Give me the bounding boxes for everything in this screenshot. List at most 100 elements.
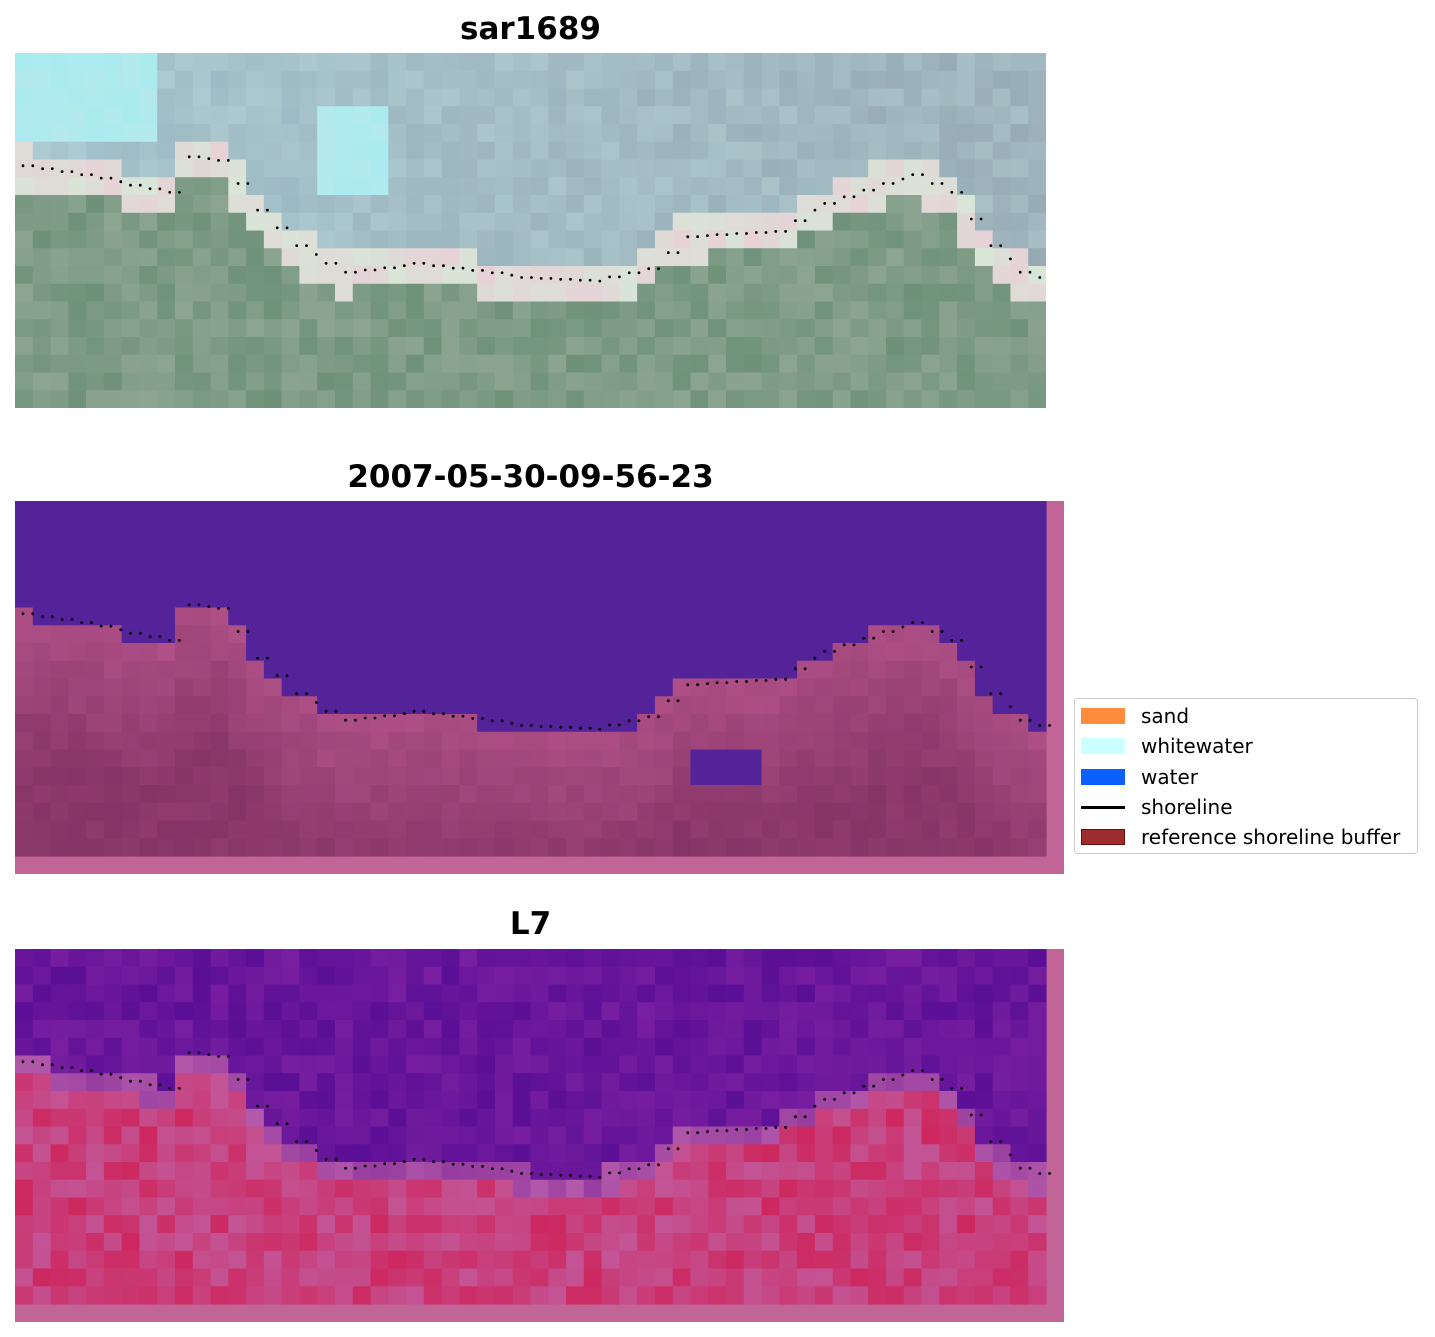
shoreline-point: [178, 638, 181, 642]
shoreline-point: [862, 188, 866, 192]
shoreline-point: [275, 226, 279, 230]
shoreline-point: [539, 277, 543, 280]
shoreline-point: [226, 1055, 230, 1058]
shoreline-point: [207, 605, 211, 608]
shoreline-point: [686, 1131, 690, 1135]
pixel-grid: [15, 501, 1047, 857]
shoreline-point: [324, 1157, 328, 1161]
shoreline-point: [794, 667, 797, 671]
shoreline-point: [442, 712, 445, 716]
shoreline-point: [354, 1166, 357, 1170]
shoreline-point: [217, 607, 220, 610]
shoreline-point: [187, 603, 191, 607]
shoreline-point: [735, 232, 739, 235]
shoreline-point: [90, 621, 93, 624]
shoreline-point: [930, 182, 934, 185]
shoreline-point: [676, 251, 680, 255]
shoreline-point: [803, 667, 807, 671]
shoreline-point: [295, 692, 299, 695]
shoreline-point: [305, 1140, 308, 1143]
shoreline-point: [451, 1162, 455, 1166]
shoreline-point: [393, 1162, 396, 1166]
shoreline-point: [706, 682, 709, 685]
shoreline-point: [725, 1129, 729, 1132]
shoreline-point: [168, 638, 172, 642]
shoreline-point: [539, 1173, 543, 1176]
shoreline-point: [921, 173, 924, 176]
shoreline-point: [794, 1115, 797, 1119]
shoreline-point: [911, 621, 915, 624]
shoreline-point: [852, 643, 856, 647]
shoreline-point: [686, 235, 690, 239]
shoreline-point: [207, 1053, 211, 1056]
shoreline-point: [735, 1128, 739, 1131]
shoreline-point: [373, 268, 377, 272]
legend-label: reference shoreline buffer: [1141, 825, 1401, 849]
shoreline-point: [696, 683, 699, 687]
shoreline-point: [754, 1127, 758, 1130]
legend-item-buffer: reference shoreline buffer: [1081, 823, 1400, 851]
shoreline-point: [627, 1167, 631, 1171]
shoreline-point: [960, 1086, 963, 1090]
shoreline-point: [402, 712, 406, 715]
shoreline-point: [754, 679, 758, 682]
shoreline-point: [148, 635, 152, 639]
shoreline-point: [921, 1069, 924, 1072]
shoreline-point: [960, 190, 963, 194]
shoreline-point: [1028, 1166, 1032, 1170]
panel-title-index: L7: [509, 906, 552, 942]
shoreline-point: [80, 1069, 84, 1072]
legend-item-shoreline: shoreline: [1081, 793, 1233, 821]
shoreline-point: [774, 678, 778, 681]
shoreline-point: [451, 266, 455, 270]
shoreline-point: [637, 1167, 641, 1171]
shoreline-point: [852, 1091, 856, 1095]
shoreline-point: [109, 176, 113, 180]
shoreline-point: [70, 170, 74, 173]
shoreline-point: [999, 692, 1003, 695]
shoreline-point: [764, 1127, 768, 1130]
shoreline-point: [735, 680, 739, 683]
shoreline-point: [246, 630, 250, 633]
shoreline-point: [530, 1172, 533, 1175]
shoreline-point: [471, 1165, 475, 1168]
shoreline-point: [784, 230, 787, 233]
shoreline-point: [833, 650, 836, 653]
shoreline-point: [696, 1131, 699, 1135]
shoreline-point: [1018, 1166, 1022, 1170]
shoreline-point: [588, 1174, 592, 1178]
shoreline-point: [21, 164, 25, 168]
rgb-image: [15, 53, 1046, 408]
shoreline-point: [969, 665, 973, 669]
shoreline-point: [295, 244, 299, 248]
shoreline-point: [715, 233, 719, 237]
shoreline-point: [979, 217, 983, 221]
shoreline-point: [891, 182, 895, 185]
shoreline-point: [1048, 1172, 1051, 1175]
shoreline-point: [442, 1160, 445, 1164]
shoreline-point: [109, 1072, 113, 1076]
shoreline-point: [158, 187, 162, 191]
shoreline-point: [950, 190, 954, 194]
shoreline-point: [31, 1060, 35, 1064]
shoreline-point: [549, 1173, 553, 1176]
shoreline-point: [99, 1072, 103, 1076]
shoreline-point: [530, 276, 533, 279]
shoreline-point: [178, 1086, 181, 1090]
classified-image: [15, 501, 1064, 874]
pixel-grid: [15, 949, 1047, 1305]
shoreline-point: [1009, 705, 1012, 709]
shoreline-point: [1018, 718, 1022, 722]
shoreline-point: [969, 1113, 973, 1117]
shoreline-point: [569, 1173, 572, 1177]
shoreline-point: [197, 1051, 201, 1055]
shoreline-point: [158, 635, 162, 639]
shoreline-point: [969, 217, 973, 221]
shoreline-point: [70, 1066, 74, 1069]
shoreline-point: [500, 1167, 504, 1171]
shoreline-point: [901, 1073, 905, 1077]
shoreline-point: [50, 615, 54, 619]
shoreline-point: [813, 208, 817, 212]
shoreline-point: [432, 712, 435, 716]
shoreline-point: [872, 188, 875, 192]
